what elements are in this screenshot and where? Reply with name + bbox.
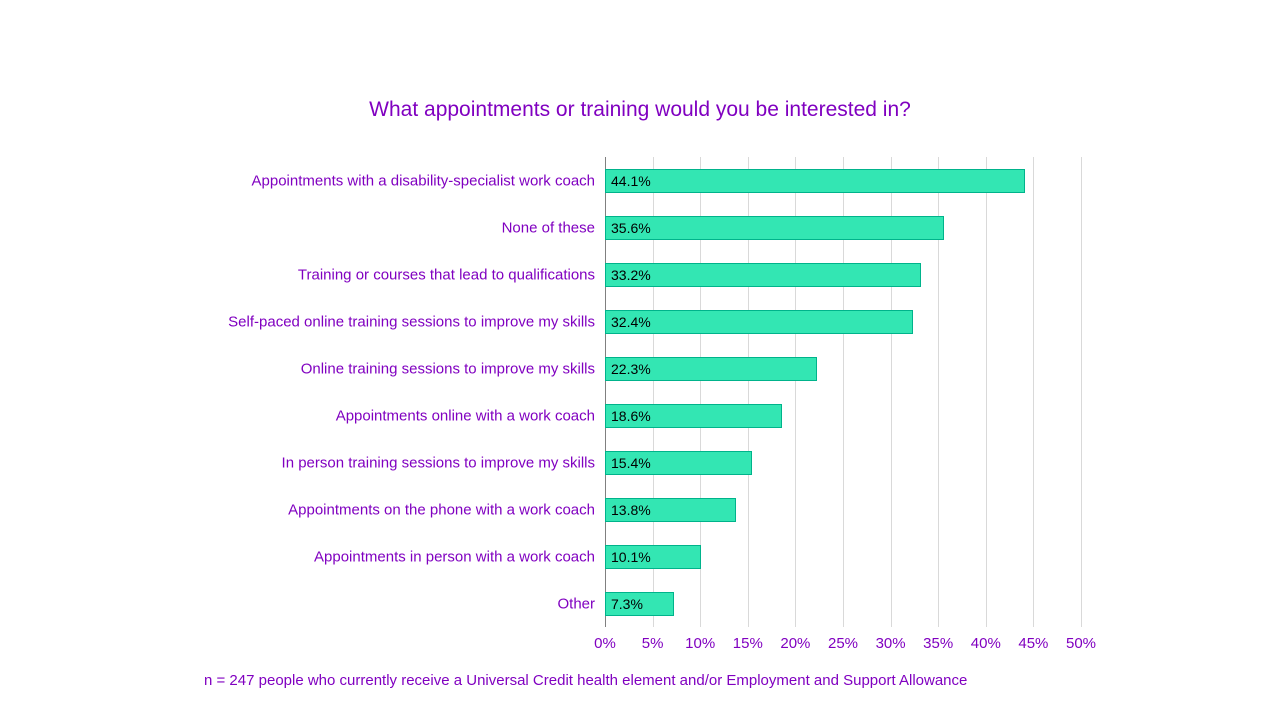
bar	[605, 169, 1025, 193]
category-label: Appointments with a disability-specialis…	[252, 172, 595, 189]
grid-line	[986, 157, 987, 627]
category-label: In person training sessions to improve m…	[282, 454, 595, 471]
x-tick-label: 0%	[594, 635, 616, 652]
x-tick-label: 45%	[1018, 635, 1048, 652]
x-tick-label: 15%	[733, 635, 763, 652]
category-label: Online training sessions to improve my s…	[301, 360, 595, 377]
page: What appointments or training would you …	[0, 0, 1280, 720]
category-label: None of these	[502, 219, 595, 236]
x-tick-label: 35%	[923, 635, 953, 652]
x-tick-label: 20%	[780, 635, 810, 652]
grid-line	[1033, 157, 1034, 627]
bar-value-label: 15.4%	[611, 455, 651, 471]
bar-value-label: 13.8%	[611, 502, 651, 518]
category-label: Self-paced online training sessions to i…	[228, 313, 595, 330]
bar	[605, 310, 913, 334]
category-label: Appointments in person with a work coach	[314, 548, 595, 565]
x-tick-label: 50%	[1066, 635, 1096, 652]
chart-footnote: n = 247 people who currently receive a U…	[204, 672, 967, 689]
bar	[605, 263, 921, 287]
bar-value-label: 18.6%	[611, 408, 651, 424]
x-tick-label: 40%	[971, 635, 1001, 652]
x-tick-label: 30%	[876, 635, 906, 652]
bar-value-label: 44.1%	[611, 173, 651, 189]
grid-line	[1081, 157, 1082, 627]
bar	[605, 216, 944, 240]
bar-value-label: 10.1%	[611, 549, 651, 565]
bar-value-label: 32.4%	[611, 314, 651, 330]
category-label: Training or courses that lead to qualifi…	[298, 266, 595, 283]
bar-value-label: 7.3%	[611, 596, 643, 612]
x-tick-label: 10%	[685, 635, 715, 652]
category-label: Appointments online with a work coach	[336, 407, 595, 424]
x-tick-label: 5%	[642, 635, 664, 652]
category-label: Appointments on the phone with a work co…	[288, 501, 595, 518]
bar-value-label: 35.6%	[611, 220, 651, 236]
bar-value-label: 33.2%	[611, 267, 651, 283]
bar-value-label: 22.3%	[611, 361, 651, 377]
plot-area: 0%5%10%15%20%25%30%35%40%45%50%44.1%35.6…	[605, 157, 1081, 627]
category-label: Other	[557, 595, 595, 612]
chart-title: What appointments or training would you …	[0, 98, 1280, 122]
x-tick-label: 25%	[828, 635, 858, 652]
